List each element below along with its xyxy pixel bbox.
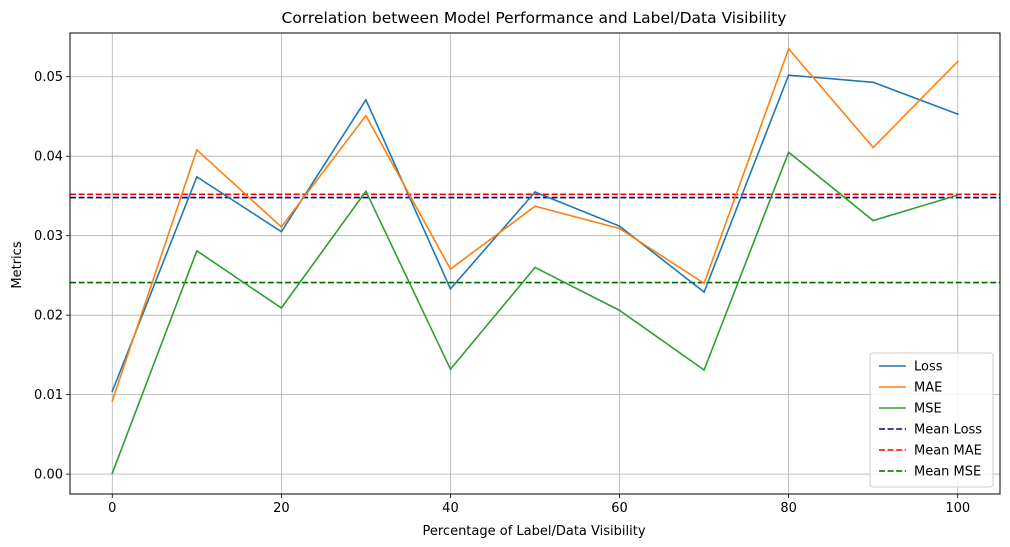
mae-point [111, 400, 114, 402]
x-tick-label: 40 [442, 501, 459, 516]
loss-point [111, 390, 114, 393]
loss-point [618, 225, 621, 228]
loss-point [872, 81, 875, 84]
mean-lines-layer [70, 193, 1000, 284]
loss-point [280, 230, 283, 233]
x-tick-label: 20 [273, 501, 290, 516]
legend-label-mae: MAE [914, 381, 942, 396]
x-tick-label: 80 [780, 501, 797, 516]
loss-point [703, 291, 705, 294]
mae-point [703, 282, 705, 285]
y-axis-label: Metrics [10, 241, 25, 288]
tick-layer: 0 20 40 60 80 100 0.00 0.01 0.02 0.03 0.04 0.05 [34, 70, 970, 516]
legend-label-loss: Loss [914, 360, 943, 375]
y-tick-label: 0.03 [34, 229, 63, 244]
y-tick-label: 0.00 [34, 468, 63, 483]
mae-point [872, 146, 875, 149]
x-tick-label: 60 [611, 501, 628, 516]
loss-point [365, 98, 367, 101]
mae-line [111, 48, 959, 402]
loss-point [956, 113, 959, 115]
mse-point [280, 307, 283, 309]
legend-label-mean-mse: Mean MSE [914, 465, 981, 480]
y-tick-label: 0.04 [34, 150, 63, 165]
mse-line [111, 151, 958, 474]
mse-point [111, 472, 114, 475]
mae-point [618, 227, 621, 230]
mae-point [365, 114, 367, 117]
y-tick-label: 0.01 [34, 388, 63, 403]
plot-frame [69, 32, 1001, 495]
mse-point [195, 249, 198, 252]
mse-point [787, 151, 790, 154]
mse-point [449, 368, 452, 371]
chart-title: Correlation between Model Performance an… [282, 9, 787, 27]
mae-point [534, 205, 536, 208]
loss-point [787, 74, 790, 77]
x-tick-label: 0 [108, 501, 116, 516]
legend-label-mse: MSE [914, 402, 942, 417]
mae-point [956, 60, 959, 63]
legend-label-mean-mae: Mean MAE [914, 444, 982, 459]
x-axis-label: Percentage of Label/Data Visibility [422, 524, 645, 539]
y-tick-label: 0.05 [34, 70, 63, 85]
loss-point [449, 288, 452, 290]
legend: Loss MAE MSE Mean Loss Mean MAE Mean MSE [869, 352, 994, 488]
mae-point [449, 268, 452, 270]
loss-point [534, 191, 536, 193]
mse-point [956, 194, 959, 197]
mse-point [703, 369, 705, 371]
mae-point [280, 226, 283, 228]
x-tick-label: 100 [945, 501, 970, 516]
loss-line [111, 74, 959, 392]
loss-point [195, 175, 198, 178]
legend-label-mean-loss: Mean Loss [914, 423, 982, 438]
mse-point [534, 266, 536, 269]
mae-point [195, 148, 198, 151]
mae-point [787, 47, 790, 50]
y-tick-label: 0.02 [34, 309, 63, 324]
mse-point [618, 309, 621, 312]
mse-point [872, 219, 875, 222]
grid-layer [70, 33, 1000, 494]
mse-point [365, 190, 367, 193]
series-layer [111, 47, 959, 475]
